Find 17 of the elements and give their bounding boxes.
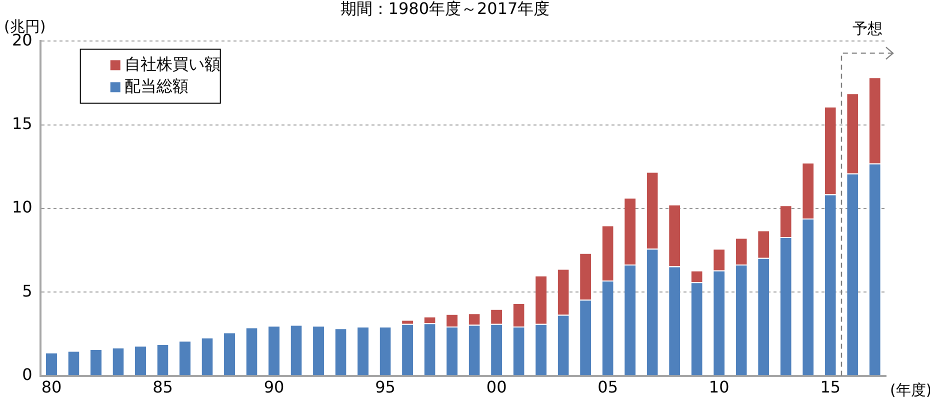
x-tick-label: 15 (820, 378, 841, 397)
chart-title: 期間：1980年度～2017年度 (340, 0, 550, 18)
x-tick-label: 80 (41, 378, 62, 397)
x-tick-label: 10 (708, 378, 730, 397)
y-tick-label: 5 (22, 281, 32, 300)
y-tick-label: 0 (22, 364, 32, 384)
legend-label: 配当総額 (124, 76, 188, 96)
x-tick-label: 05 (598, 378, 618, 397)
x-tick-label: 95 (375, 378, 396, 397)
x-tick-label: 00 (486, 378, 507, 397)
x-axis-title: (年度) (890, 381, 930, 400)
y-tick-label: 10 (12, 198, 32, 217)
y-tick-label: 15 (12, 114, 32, 134)
legend-label: 自社株買い額 (124, 54, 220, 74)
x-tick-label: 90 (264, 378, 284, 397)
x-tick-label: 85 (152, 378, 173, 397)
ref-line-label: 予想 (852, 20, 883, 38)
